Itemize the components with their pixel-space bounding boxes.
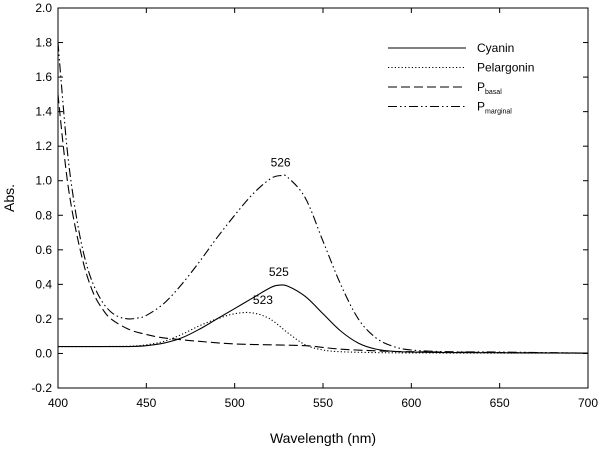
peak-label: 525 [269, 265, 289, 279]
x-tick-label: 650 [490, 396, 510, 410]
y-tick-label: 0.6 [35, 243, 52, 257]
legend-label-subscript: basal [485, 89, 502, 96]
y-tick-label: 0.8 [35, 208, 52, 222]
x-axis: 400 450 500 550 600 650 700 [48, 8, 598, 410]
y-tick-label: 1.4 [35, 105, 52, 119]
y-tick-label: 1.8 [35, 36, 52, 50]
x-tick-label: 700 [578, 396, 598, 410]
series-line-p-marginal [57, 42, 589, 354]
legend-label: Cyanin [477, 41, 514, 55]
y-tick-label: 0.4 [35, 277, 52, 291]
legend-label: Pmarginal [477, 100, 512, 116]
legend-label-main: P [477, 80, 485, 94]
series-line-p-basal [57, 94, 589, 354]
x-tick-label: 450 [136, 396, 156, 410]
y-tick-label: -0.2 [31, 381, 52, 395]
y-tick-label: 1.2 [35, 139, 52, 153]
peak-label: 523 [253, 293, 273, 307]
x-tick-label: 600 [401, 396, 421, 410]
x-tick-label: 550 [313, 396, 333, 410]
legend-label-main: P [477, 100, 485, 114]
y-tick-label: 0.2 [35, 312, 52, 326]
legend-label: Pbasal [477, 80, 502, 96]
legend-label: Pelargonin [477, 61, 534, 75]
y-tick-label: 0.0 [35, 346, 52, 360]
x-tick-label: 400 [48, 396, 68, 410]
series-line-cyanin [58, 284, 589, 354]
legend-label-main: Pelargonin [477, 61, 534, 75]
x-tick-label: 500 [225, 396, 245, 410]
y-axis-title: Abs. [1, 184, 17, 212]
y-tick-label: 2.0 [35, 1, 52, 15]
y-tick-label: 1.0 [35, 174, 52, 188]
series-line-pelargonin [57, 311, 589, 354]
x-axis-title: Wavelength (nm) [270, 430, 376, 446]
y-axis: -0.2 0.0 0.2 0.4 0.6 0.8 1.0 1.2 1.4 1.6 1.8 2.0 [31, 1, 588, 395]
y-tick-label: 1.6 [35, 70, 52, 84]
peak-label: 526 [271, 156, 291, 170]
peak-annotations: 526 525 523 [253, 156, 291, 307]
legend-label-subscript: marginal [485, 109, 512, 116]
legend-label-main: Cyanin [477, 41, 514, 55]
series-layer [57, 42, 589, 354]
